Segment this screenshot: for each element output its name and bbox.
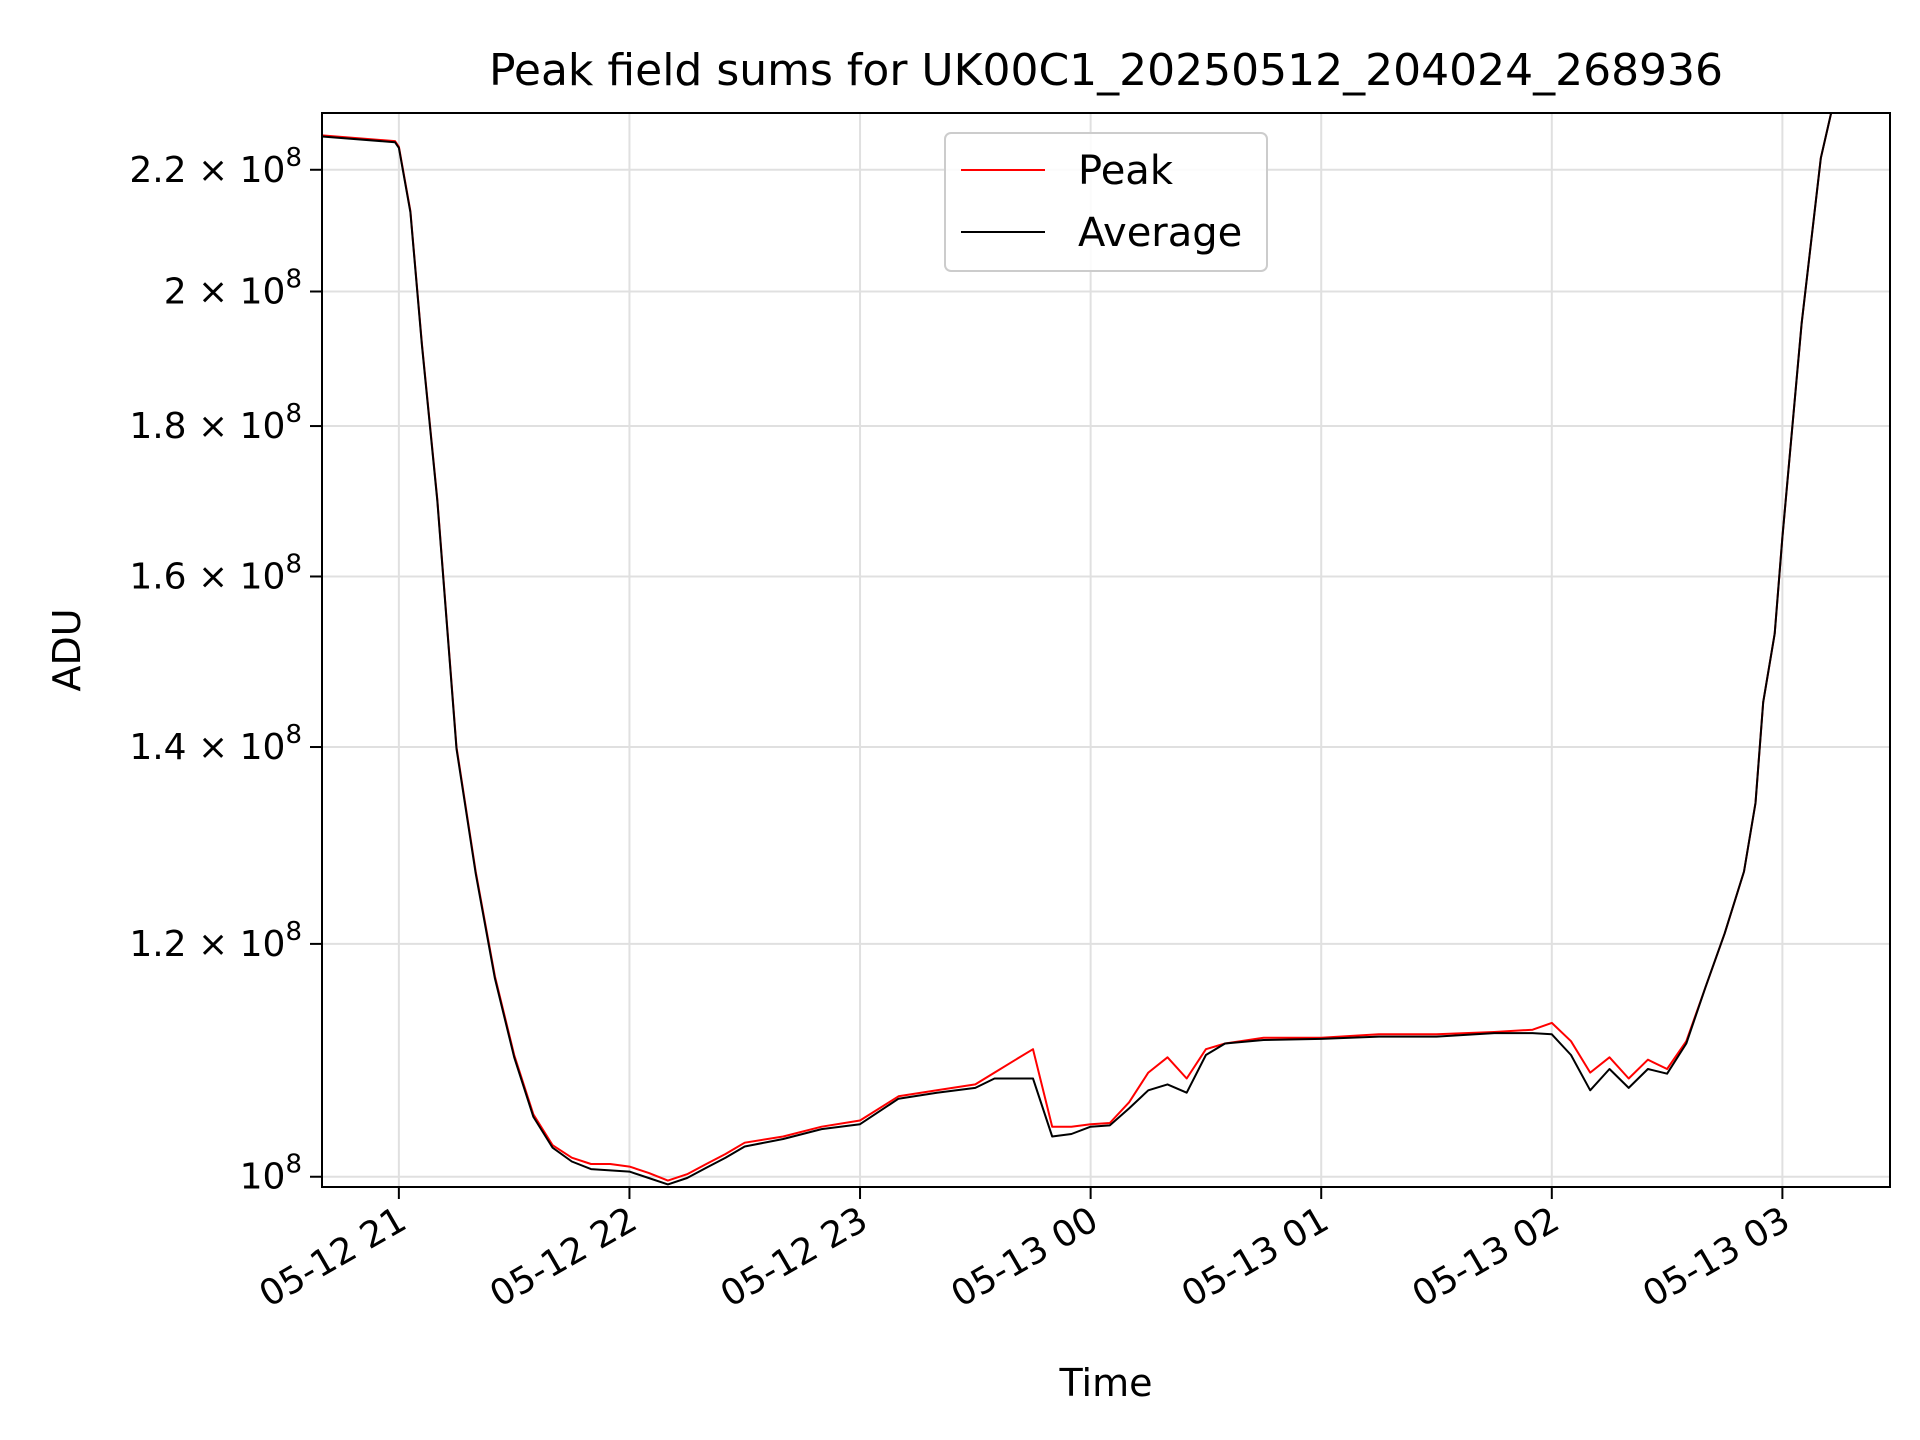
- x-axis-label: Time: [1059, 1361, 1153, 1405]
- y-tick-label: 1.6 × 108: [129, 549, 302, 597]
- y-tick-label: 1.8 × 108: [129, 399, 302, 447]
- series-layer: [322, 113, 1833, 1186]
- y-tick-label: 1.2 × 108: [129, 917, 302, 965]
- plot-frame: [321, 112, 1891, 1188]
- y-axis-label: ADU: [45, 608, 89, 691]
- y-tick-label: 108: [240, 1150, 302, 1198]
- chart-title: Peak field sums for UK00C1_20250512_2040…: [489, 45, 1723, 96]
- legend-average-label: Average: [1078, 210, 1242, 256]
- legend-box: [944, 132, 1268, 272]
- legend-peak-label: Peak: [1078, 148, 1174, 194]
- y-tick-label: 1.4 × 108: [129, 720, 302, 768]
- series-line-peak: [322, 113, 1833, 1182]
- legend: Peak Average: [944, 132, 1268, 272]
- y-tick-label: 2 × 108: [164, 264, 302, 312]
- y-tick-label: 2.2 × 108: [129, 143, 302, 191]
- series-line-average: [322, 113, 1833, 1186]
